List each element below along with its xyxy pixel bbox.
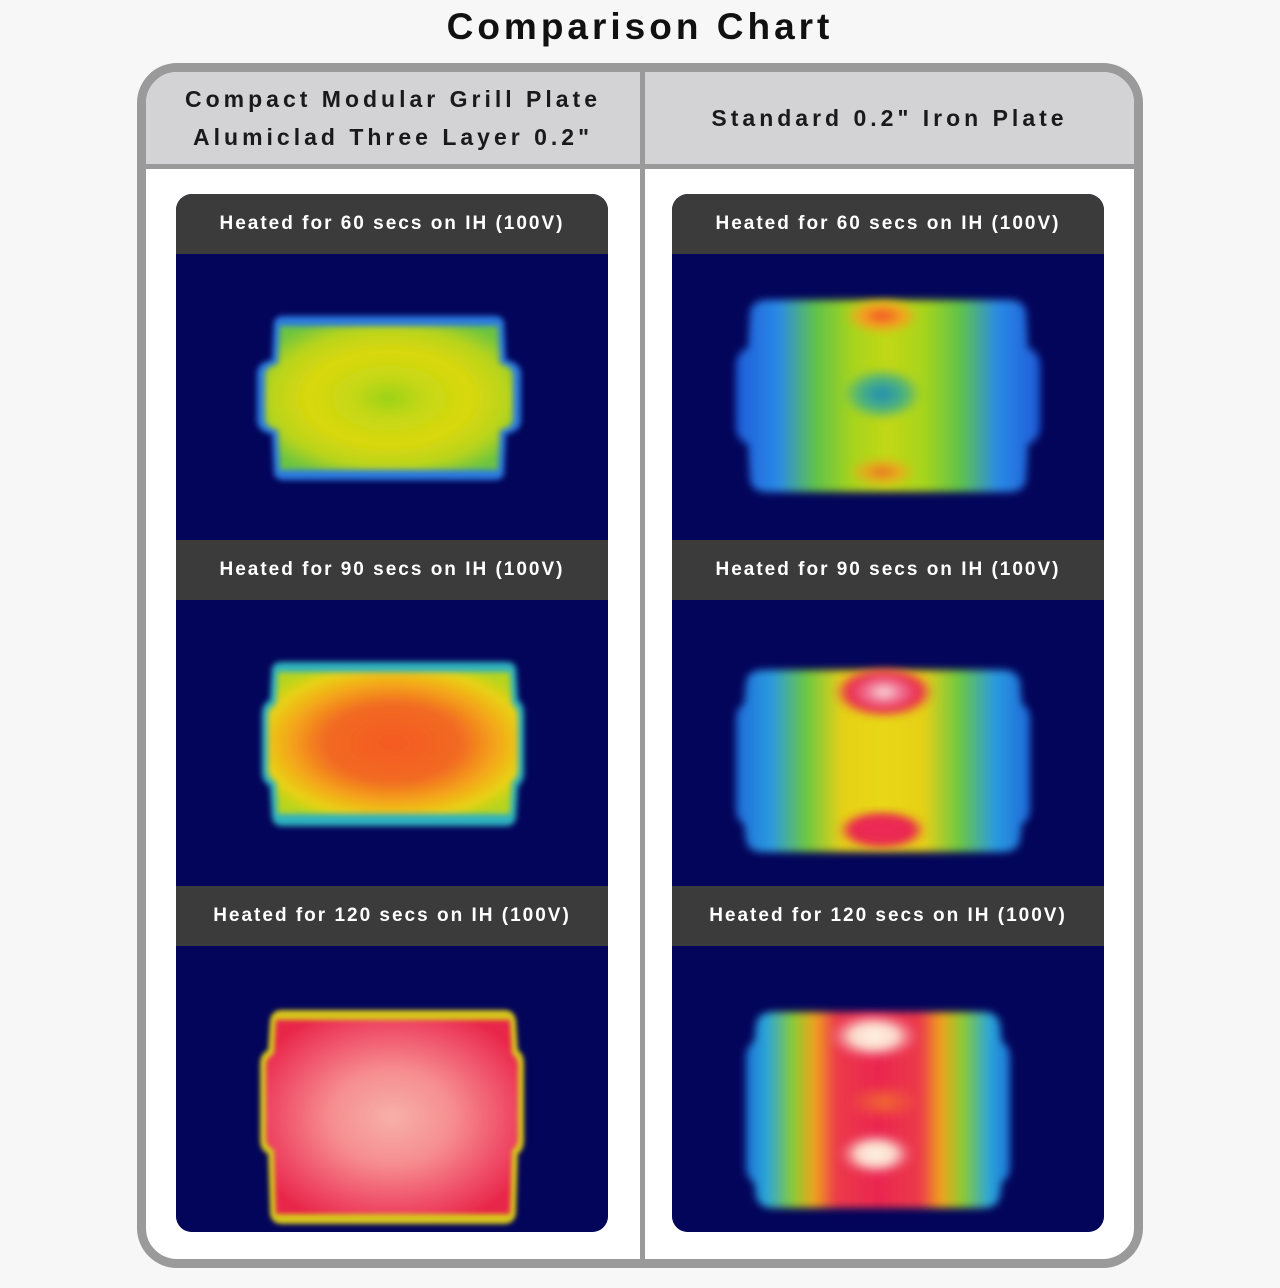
cell-label: Heated for 60 secs on IH (100V) — [672, 194, 1104, 254]
column-header-iron: Standard 0.2" Iron Plate — [711, 105, 1068, 131]
cell-label: Heated for 120 secs on IH (100V) — [176, 886, 608, 946]
column-header-alumiclad: Compact Modular Grill Plate Alumiclad Th… — [185, 86, 601, 150]
thermal-image-iron-60s — [672, 254, 1104, 540]
page-title: Comparison Chart — [446, 6, 834, 47]
thermal-image-iron-90s — [672, 600, 1104, 886]
column-divider — [640, 72, 645, 1259]
thermal-image-iron-120s — [672, 946, 1104, 1232]
thermal-image-alumiclad-120s — [176, 946, 608, 1232]
iron-60s-cell: Heated for 60 secs on IH (100V) — [672, 194, 1104, 540]
cell-label: Heated for 90 secs on IH (100V) — [672, 540, 1104, 600]
thermal-image-alumiclad-90s — [176, 600, 608, 886]
alumiclad-thermal-panel: Heated for 60 secs on IH (100V) — [176, 194, 608, 1232]
thermal-image-alumiclad-60s — [176, 254, 608, 540]
alumiclad-120s-cell: Heated for 120 secs on IH (100V) — [176, 886, 608, 1232]
alumiclad-60s-cell: Heated for 60 secs on IH (100V) — [176, 194, 608, 540]
cell-label: Heated for 60 secs on IH (100V) — [176, 194, 608, 254]
cell-label: Heated for 120 secs on IH (100V) — [672, 886, 1104, 946]
alumiclad-90s-cell: Heated for 90 secs on IH (100V) — [176, 540, 608, 886]
iron-120s-cell: Heated for 120 secs on IH (100V) — [672, 886, 1104, 1232]
iron-thermal-panel: Heated for 60 secs on IH (100V) — [672, 194, 1104, 1232]
iron-90s-cell: Heated for 90 secs on IH (100V) — [672, 540, 1104, 886]
cell-label: Heated for 90 secs on IH (100V) — [176, 540, 608, 600]
